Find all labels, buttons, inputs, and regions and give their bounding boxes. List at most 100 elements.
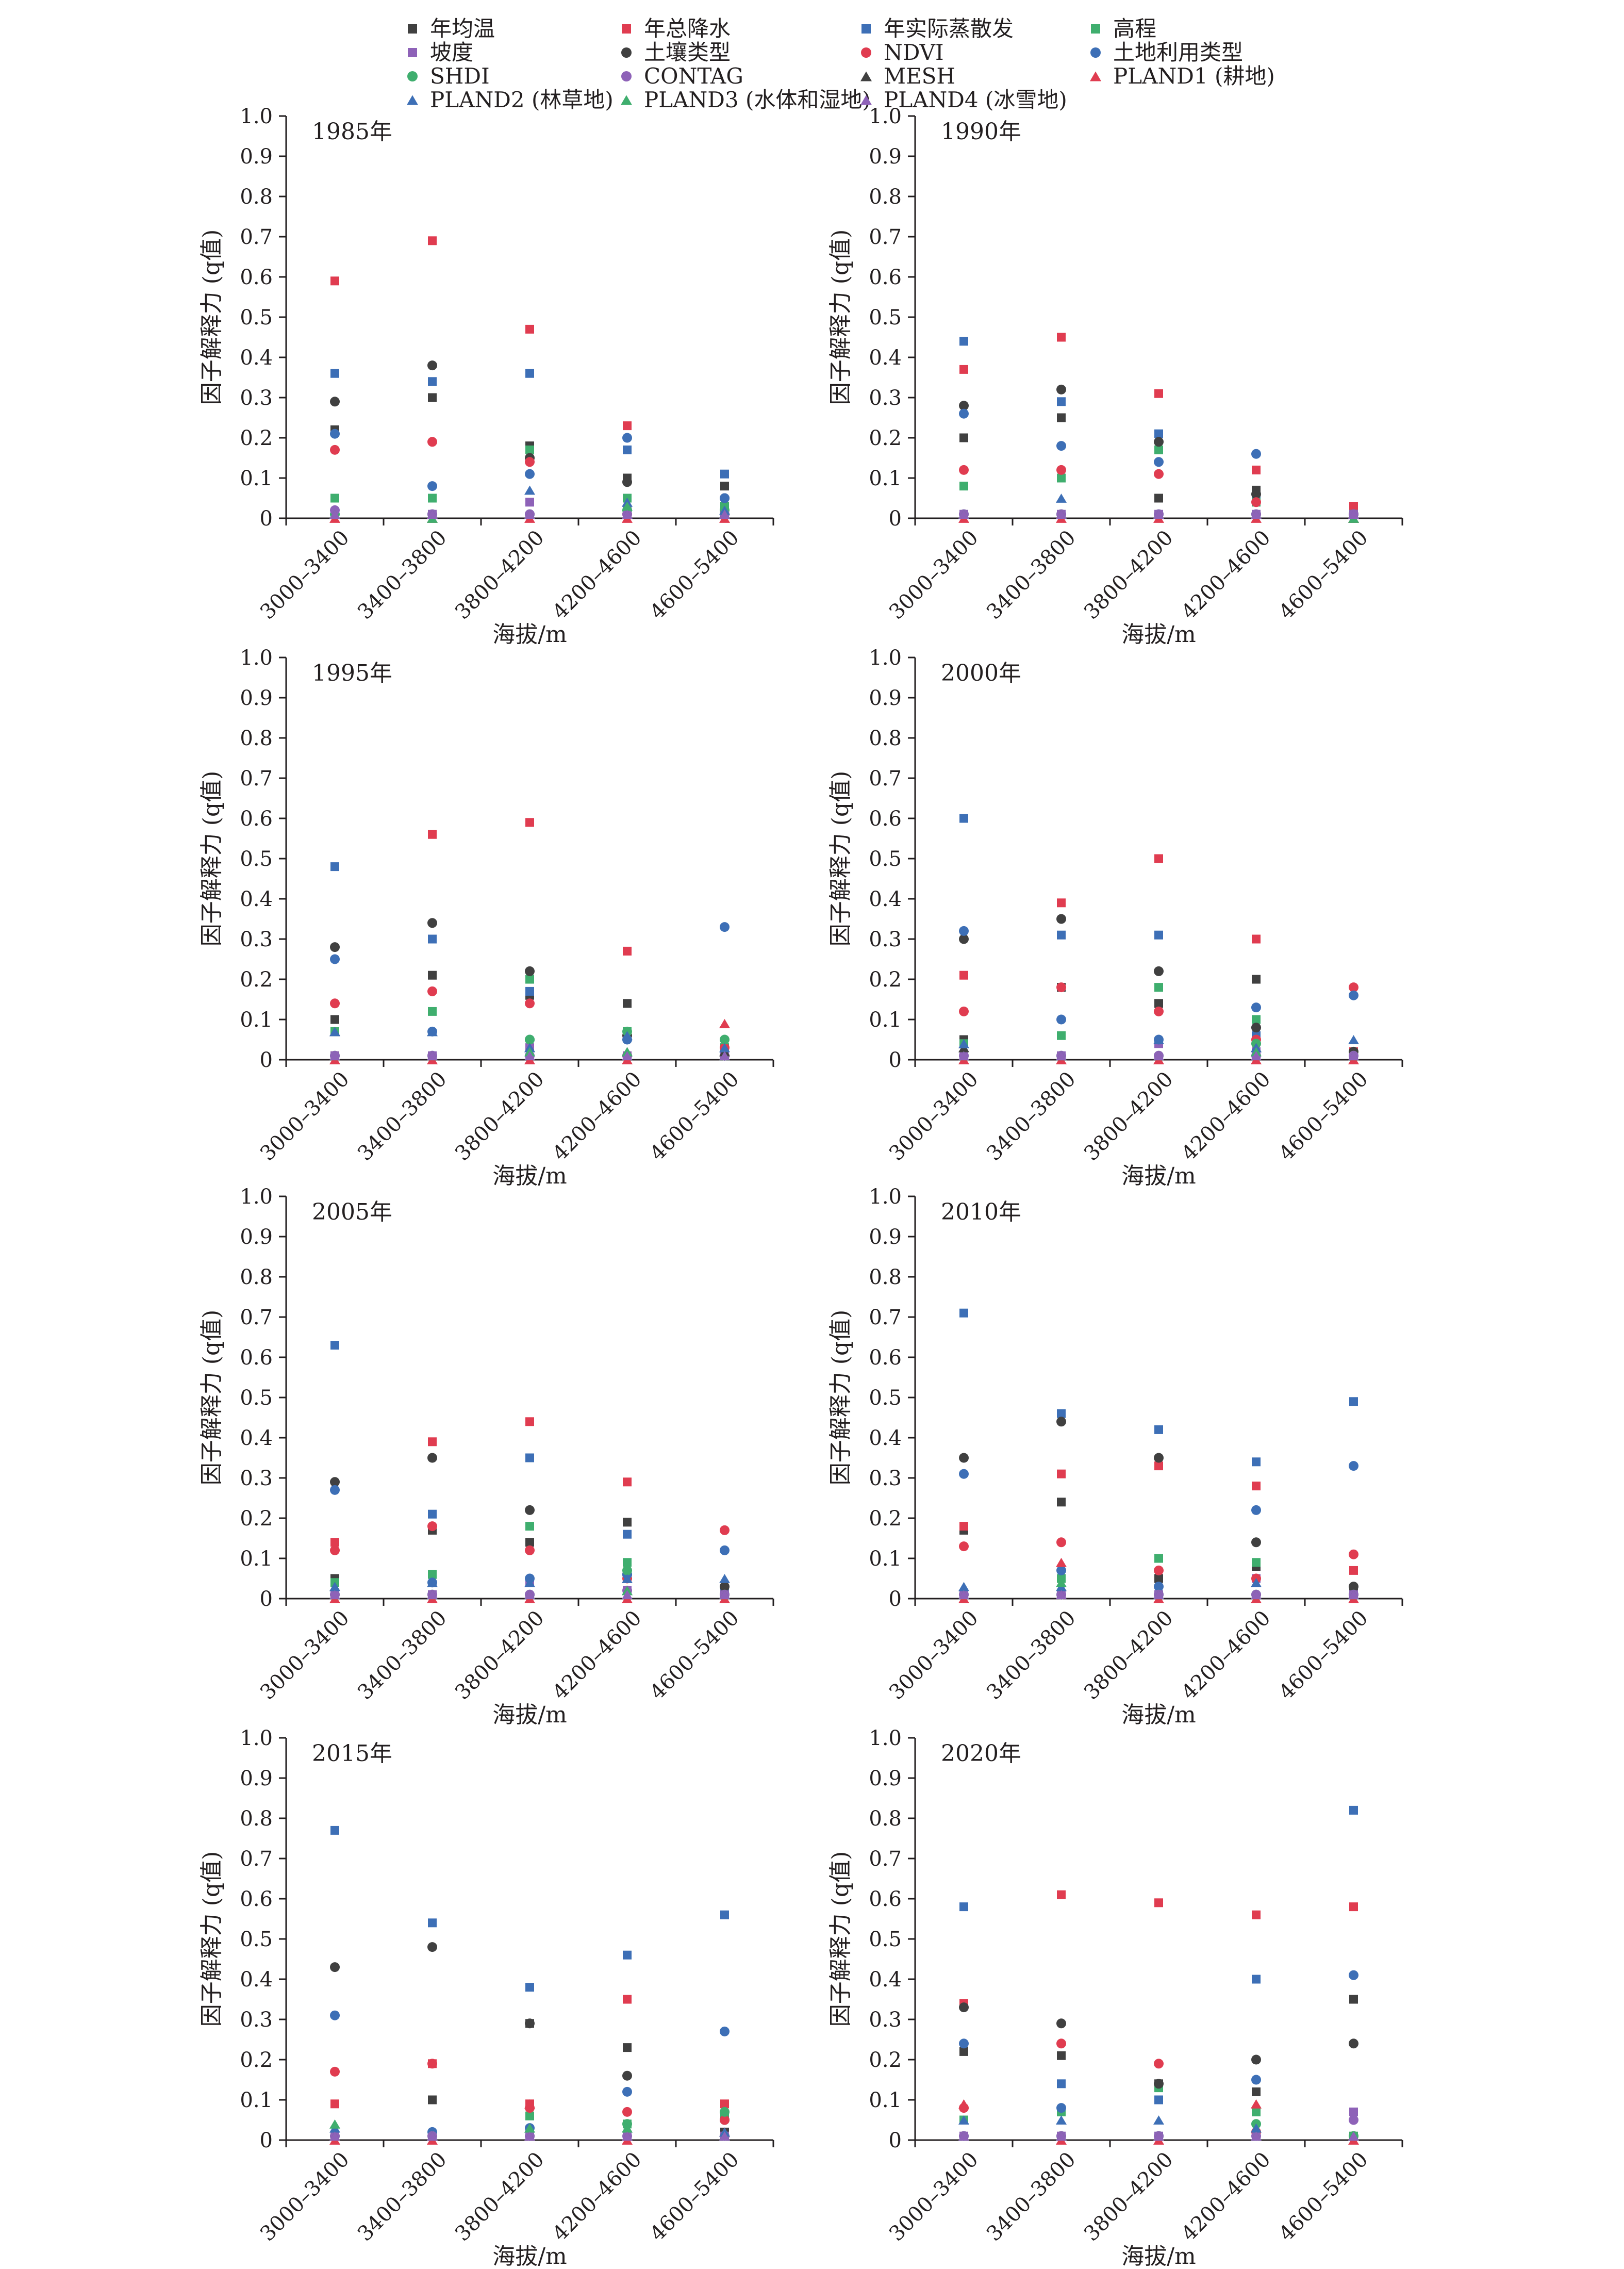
data-point: [330, 2099, 339, 2109]
x-tick-label: 4600–5400: [1274, 1606, 1373, 1705]
data-point: [622, 477, 632, 487]
data-point: [1056, 2038, 1066, 2049]
data-point: [525, 1417, 534, 1426]
data-point: [329, 509, 340, 519]
legend-label: 土地利用类型: [1113, 40, 1244, 65]
y-tick-label: 0.9: [869, 1225, 902, 1249]
data-point: [1252, 465, 1261, 474]
y-tick-label: 0.3: [240, 386, 273, 410]
data-point: [959, 1902, 968, 1912]
triangle-marker-icon: [407, 95, 418, 105]
data-point: [1252, 975, 1261, 984]
y-tick-label: 0.8: [240, 727, 273, 750]
legend-item: 土地利用类型: [1085, 38, 1243, 67]
y-tick-label: 0.8: [869, 727, 902, 750]
data-point: [330, 1962, 340, 1972]
data-point: [623, 445, 632, 454]
data-point: [622, 2131, 633, 2141]
data-point: [330, 1015, 339, 1024]
data-point: [525, 818, 534, 827]
y-tick-label: 0.6: [869, 1887, 902, 1911]
legend-item: 年均温: [402, 14, 495, 43]
data-point: [623, 1558, 632, 1567]
y-tick-label: 0.6: [240, 807, 273, 831]
data-point: [1154, 429, 1163, 438]
y-tick-label: 0.3: [240, 928, 273, 951]
x-axis-title: 海拔/m: [1121, 1702, 1196, 1728]
data-point: [427, 360, 437, 371]
data-point: [525, 445, 534, 454]
data-point: [330, 369, 339, 378]
chart-panel: 0 0.1 0.2 0.3 0.4 0.5 0.6 0.7 0.8 0.9 1.0 3000–3400…: [827, 1185, 1403, 1728]
data-point: [329, 2119, 340, 2129]
data-point: [1154, 1554, 1163, 1563]
data-point: [1252, 1558, 1261, 1567]
panel-title: 1990年: [941, 119, 1021, 145]
data-point: [330, 954, 340, 964]
y-tick-label: 0.5: [240, 1928, 273, 1951]
legend-label: PLAND2 (林草地): [430, 87, 614, 112]
data-point: [1154, 2059, 1164, 2069]
y-tick-label: 0.4: [869, 1426, 902, 1450]
data-point: [1154, 437, 1164, 447]
y-tick-label: 0.3: [869, 2008, 902, 2032]
data-point: [330, 862, 339, 872]
data-point: [720, 1034, 730, 1045]
x-tick-label: 3000–3400: [256, 526, 354, 624]
legend-item: PLAND3 (水体和湿地): [616, 86, 871, 114]
data-point: [1349, 2107, 1358, 2116]
triangle-marker-icon: [860, 95, 872, 105]
data-point: [524, 485, 535, 495]
data-point: [427, 1590, 438, 1600]
data-point: [330, 1545, 340, 1555]
data-point: [1252, 2107, 1261, 2116]
x-tick-label: 3400–3800: [353, 1067, 452, 1166]
x-tick-label: 3000–3400: [256, 2148, 354, 2246]
data-point: [1252, 1482, 1261, 1491]
x-tick-label: 3800–4200: [451, 526, 549, 624]
x-tick-label: 3800–4200: [1080, 1606, 1178, 1705]
y-tick-label: 0.9: [240, 145, 273, 169]
data-point: [1056, 2103, 1066, 2113]
legend-item: CONTAG: [616, 62, 743, 91]
y-tick-label: 1.0: [869, 105, 902, 128]
y-tick-label: 0.2: [869, 968, 902, 992]
data-point: [1154, 1582, 1164, 1592]
data-point: [1349, 1805, 1358, 1815]
y-tick-label: 0.2: [869, 2048, 902, 2072]
data-point: [720, 1910, 729, 1919]
data-point: [1252, 2087, 1261, 2096]
panel-title: 2005年: [312, 1199, 392, 1225]
data-point: [524, 2123, 535, 2133]
data-point: [329, 1590, 340, 1600]
data-point: [1153, 1035, 1164, 1044]
data-point: [428, 1918, 437, 1928]
y-tick-label: 0.8: [240, 185, 273, 209]
y-tick-label: 0.9: [240, 1767, 273, 1790]
circle-marker-icon: [621, 47, 632, 58]
data-point: [1154, 966, 1164, 976]
data-point: [1056, 1590, 1067, 1600]
data-point: [1154, 389, 1163, 398]
data-point: [622, 433, 632, 443]
y-tick-label: 0: [889, 2129, 902, 2152]
legend-label: 年实际蒸散发: [884, 16, 1014, 41]
data-point: [622, 2070, 632, 2081]
data-point: [1057, 1498, 1066, 1507]
data-point: [330, 397, 340, 407]
x-tick-label: 4200–4600: [1177, 2148, 1275, 2246]
data-point: [1349, 982, 1358, 993]
data-point: [622, 501, 633, 511]
x-tick-label: 3800–4200: [1080, 1067, 1178, 1166]
data-point: [525, 1538, 534, 1547]
data-point: [427, 1051, 438, 1061]
data-point: [622, 1574, 633, 1583]
y-tick-label: 0.7: [240, 1847, 273, 1871]
data-point: [959, 1469, 969, 1479]
data-point: [330, 2066, 340, 2077]
y-tick-label: 1.0: [240, 1727, 273, 1750]
data-point: [1348, 509, 1359, 519]
legend-label: PLAND3 (水体和湿地): [644, 87, 871, 112]
x-tick-label: 4200–4600: [548, 2148, 647, 2246]
y-tick-label: 0.2: [240, 426, 273, 450]
